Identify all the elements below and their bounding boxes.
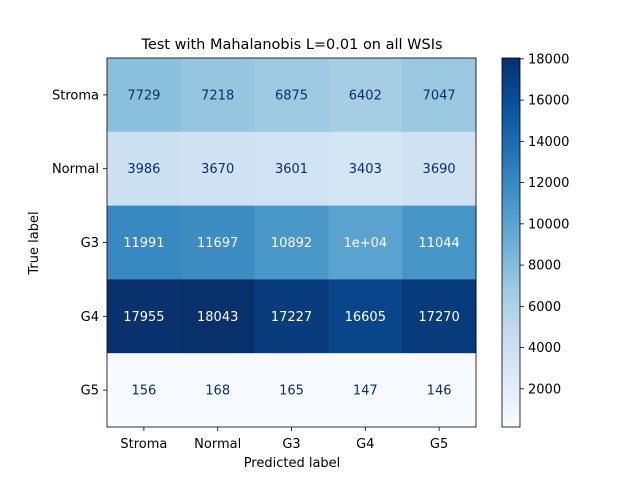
heatmap-cell — [254, 279, 329, 354]
y-tick-label: G5 — [81, 384, 99, 399]
cell-value-label: 7047 — [423, 88, 456, 103]
cell-value-label: 17955 — [123, 310, 164, 325]
x-tick-label: Normal — [194, 437, 241, 452]
cell-value-label: 165 — [279, 384, 304, 399]
y-tick-label: G3 — [81, 236, 99, 251]
cell-value-label: 11044 — [418, 236, 459, 251]
colorbar-tick-label: 12000 — [528, 176, 569, 191]
heatmap-cell — [402, 131, 477, 207]
y-axis-label: True label — [27, 211, 42, 275]
x-tick-label: G4 — [356, 437, 374, 452]
heatmap-cell — [402, 58, 477, 133]
heatmap-cell — [180, 279, 256, 354]
cell-value-label: 147 — [353, 384, 378, 399]
heatmap-cell — [328, 353, 403, 428]
heatmap-cell — [107, 353, 182, 428]
cell-value-label: 18043 — [197, 310, 238, 325]
cell-value-label: 146 — [427, 384, 452, 399]
cell-value-label: 7729 — [127, 88, 160, 103]
heatmap-cell — [328, 279, 403, 354]
cell-value-label: 11991 — [123, 236, 164, 251]
heatmap-cell — [328, 205, 403, 280]
colorbar-tick-label: 16000 — [528, 94, 569, 109]
colorbar-tick-label: 8000 — [528, 259, 561, 274]
cell-value-label: 6875 — [275, 88, 308, 103]
y-tick-label: Normal — [52, 162, 99, 177]
heatmap-cells — [107, 58, 477, 428]
y-tick-label: G4 — [81, 310, 99, 325]
heatmap-cell — [328, 131, 403, 207]
cell-value-label: 16605 — [345, 310, 386, 325]
cell-value-label: 3986 — [127, 162, 160, 177]
colorbar-gradient — [501, 57, 521, 428]
cell-value-label: 168 — [205, 384, 230, 399]
x-tick-label: G3 — [282, 437, 300, 452]
heatmap-cell — [107, 205, 182, 280]
heatmap-cell — [180, 131, 256, 207]
heatmap-cell-labels: 7729 7218 6875 6402 7047 3986 3670 3601 3403 3690… — [106, 57, 477, 428]
cell-value-label: 1e+04 — [343, 236, 387, 251]
heatmap-cell — [402, 279, 477, 354]
colorbar-tick-label: 6000 — [528, 300, 561, 315]
heatmap-cell — [328, 58, 403, 133]
y-axis-ticks: Stroma Normal G3 G4 G5 — [52, 88, 107, 399]
colorbar-tick-label: 18000 — [528, 52, 569, 67]
cell-value-label: 3403 — [349, 162, 382, 177]
colorbar: 2000 4000 6000 8000 10000 12000 14000 16000 1800… — [501, 52, 569, 428]
colorbar-tick-label: 14000 — [528, 135, 569, 150]
x-tick-label: Stroma — [120, 437, 167, 452]
heatmap-cell — [402, 353, 477, 428]
heatmap-cell — [402, 205, 477, 280]
colorbar-tick-label: 2000 — [528, 382, 561, 397]
cell-value-label: 7218 — [201, 88, 234, 103]
cell-value-label: 3601 — [275, 162, 308, 177]
cell-value-label: 17227 — [271, 310, 312, 325]
x-axis-label: Predicted label — [244, 456, 341, 471]
colorbar-tick-label: 4000 — [528, 341, 561, 356]
cell-value-label: 6402 — [349, 88, 382, 103]
cell-value-label: 3690 — [423, 162, 456, 177]
heatmap-cell — [107, 131, 182, 207]
x-tick-label: G5 — [430, 437, 448, 452]
x-axis-ticks: Stroma Normal G3 G4 G5 — [120, 427, 448, 452]
heatmap-cell — [180, 58, 256, 133]
cell-value-label: 3670 — [201, 162, 234, 177]
heatmap-cell — [107, 58, 182, 133]
heatmap-cell — [180, 353, 256, 428]
cell-value-label: 11697 — [197, 236, 238, 251]
cell-value-label: 10892 — [271, 236, 312, 251]
heatmap-cell — [254, 131, 329, 207]
cell-value-label: 17270 — [418, 310, 459, 325]
heatmap-cell — [180, 205, 256, 280]
cell-value-label: 156 — [131, 384, 156, 399]
heatmap-cell — [254, 58, 329, 133]
colorbar-tick-label: 10000 — [528, 217, 569, 232]
heatmap-cell — [107, 279, 182, 354]
chart-title: Test with Mahalanobis L=0.01 on all WSIs — [140, 37, 442, 53]
heatmap-cell — [254, 205, 329, 280]
y-tick-label: Stroma — [52, 88, 99, 103]
heatmap-cell — [254, 353, 329, 428]
